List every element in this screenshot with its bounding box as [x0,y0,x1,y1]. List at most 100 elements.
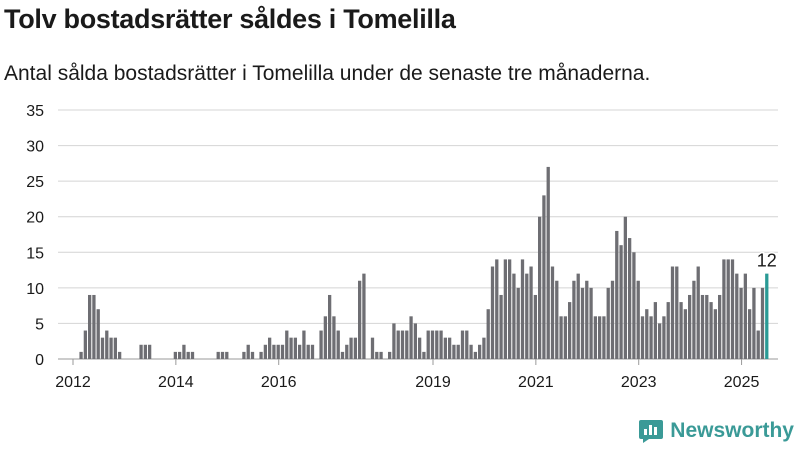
bar [328,294,332,359]
bar [636,280,640,359]
bar [430,330,435,359]
bar [268,337,272,359]
bar [105,330,109,359]
bar [100,337,105,359]
bar [602,316,606,359]
x-tick-label: 2012 [55,374,91,391]
highlight-label: 12 [757,251,777,271]
bar [756,330,760,359]
bar [465,330,469,359]
bar [88,294,92,359]
newsworthy-logo-icon [639,420,664,443]
bar [709,302,713,359]
bar [310,344,315,359]
bar [568,302,572,359]
bar [683,309,687,359]
bar [739,287,743,359]
bar [508,259,512,359]
bar [735,273,739,359]
bar [400,330,405,359]
bar [418,337,422,359]
bar [700,294,705,359]
bar [190,351,195,359]
bar [302,330,306,359]
bar [242,351,246,359]
bar [353,337,357,359]
highlight-bar [765,273,769,359]
bar [148,344,152,359]
bar [533,294,537,359]
bar [615,230,619,359]
bar [473,351,477,359]
bar [178,351,182,359]
x-tick-label: 2014 [158,374,194,391]
bar [409,316,413,359]
bar [675,266,679,359]
gridlines [58,109,778,360]
bar [538,216,542,359]
bar [752,287,756,359]
bar [306,344,310,359]
bar [653,302,657,359]
bar [666,302,670,359]
y-tick-label: 15 [26,245,44,262]
bar [559,316,563,359]
bar [623,216,627,359]
bar [452,344,456,359]
bar [96,309,100,359]
bar [345,344,349,359]
x-tick-label: 2021 [518,374,554,391]
bar [139,344,143,359]
bar [109,337,113,359]
chart-title: Tolv bostadsrätter såldes i Tomelilla [4,4,456,34]
bar [640,316,645,359]
bar [546,166,550,359]
x-tick-label: 2025 [724,374,760,391]
y-tick-label: 30 [26,139,44,156]
bar [692,280,696,359]
bar [563,316,567,359]
bar [760,287,765,359]
bar [619,245,623,359]
bar [349,337,353,359]
bar [392,323,396,359]
bar [388,351,392,359]
bar [469,344,473,359]
bar [220,351,225,359]
brand-name: Newsworthy [670,419,794,442]
bar [263,344,267,359]
bar [426,330,430,359]
bar [456,344,460,359]
bar [143,344,147,359]
bar [413,323,417,359]
bar [610,280,615,359]
bar [748,309,752,359]
bar [79,351,83,359]
x-tick-label: 2023 [621,374,657,391]
bar [478,344,482,359]
brand[interactable]: Newsworthy [638,418,794,444]
bar [319,330,323,359]
bar [593,316,597,359]
bar [555,280,559,359]
bar [662,316,666,359]
bar [580,287,585,359]
bar [435,330,439,359]
bar [658,323,662,359]
x-tick-label: 2016 [261,374,297,391]
chart-subtitle: Antal sålda bostadsrätter i Tomelilla un… [4,62,651,85]
y-tick-label: 0 [35,352,44,369]
bar [340,351,345,359]
bar [550,266,555,359]
bar [289,337,293,359]
bar [225,351,229,359]
bar [285,330,289,359]
bar [688,294,692,359]
bar [512,273,516,359]
bar [743,273,747,359]
bar [276,344,280,359]
bar [495,259,499,359]
bar [679,302,683,359]
bar [705,294,709,359]
